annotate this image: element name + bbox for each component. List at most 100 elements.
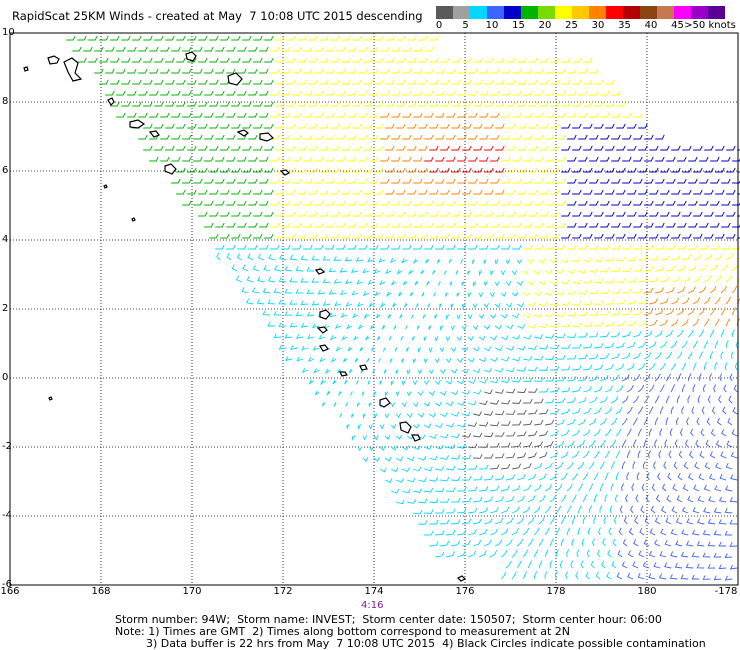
wind-barb bbox=[396, 211, 406, 217]
wind-barb bbox=[523, 463, 532, 470]
wind-barb bbox=[669, 573, 678, 580]
wind-barb bbox=[533, 505, 541, 514]
wind-barb bbox=[522, 269, 529, 275]
wind-barb bbox=[451, 189, 461, 195]
wind-barb bbox=[220, 35, 230, 41]
island-outline bbox=[279, 169, 291, 176]
wind-barb bbox=[594, 385, 603, 393]
wind-barb bbox=[594, 167, 604, 173]
wind-barb bbox=[473, 454, 483, 459]
wind-barb bbox=[292, 222, 302, 228]
wind-barb bbox=[659, 341, 668, 349]
wind-barb bbox=[621, 439, 627, 448]
wind-barb bbox=[341, 211, 351, 217]
wind-barb bbox=[226, 252, 232, 261]
wind-barb bbox=[567, 290, 576, 296]
wind-barb bbox=[611, 178, 621, 184]
wind-barb bbox=[237, 178, 247, 184]
wind-barb bbox=[359, 346, 364, 352]
wind-barb bbox=[204, 68, 214, 74]
wind-barb bbox=[451, 540, 461, 547]
wind-barb bbox=[461, 303, 466, 309]
wind-barb bbox=[665, 417, 669, 426]
wind-barb bbox=[479, 421, 489, 427]
wind-barb bbox=[622, 538, 628, 547]
wind-barb bbox=[193, 134, 203, 140]
wind-barb bbox=[539, 409, 549, 415]
wind-barb bbox=[369, 324, 375, 330]
wind-barb bbox=[729, 519, 738, 525]
wind-barb bbox=[707, 563, 716, 569]
wind-barb bbox=[143, 79, 153, 85]
wind-barb bbox=[451, 411, 460, 417]
wind-barb bbox=[336, 244, 346, 250]
latitude-label: 0 bbox=[2, 372, 9, 383]
wind-barb bbox=[88, 35, 98, 41]
wind-barb bbox=[383, 369, 387, 374]
wind-barb bbox=[730, 351, 734, 360]
wind-barb bbox=[237, 90, 247, 96]
wind-barb bbox=[655, 265, 665, 272]
wind-barb bbox=[495, 57, 505, 63]
wind-barb bbox=[352, 167, 362, 173]
wind-barb bbox=[301, 367, 309, 374]
wind-barb bbox=[517, 79, 527, 85]
wind-barb bbox=[654, 351, 662, 360]
wind-barb bbox=[687, 329, 694, 338]
wind-barb bbox=[659, 428, 663, 437]
colorbar-label: 25 bbox=[565, 20, 578, 31]
wind-barb bbox=[582, 429, 591, 437]
wind-barb bbox=[314, 90, 324, 96]
wind-barb bbox=[448, 259, 452, 264]
wind-barb bbox=[365, 335, 370, 341]
wind-barb bbox=[561, 322, 571, 328]
wind-barb bbox=[462, 145, 472, 151]
wind-barb bbox=[720, 285, 728, 294]
map-title: RapidScat 25KM Winds - created at May 7 … bbox=[12, 9, 423, 23]
wind-barb bbox=[583, 79, 593, 85]
wind-barb bbox=[440, 476, 450, 482]
wind-barb bbox=[445, 314, 450, 321]
wind-barb bbox=[660, 189, 670, 195]
wind-barb bbox=[545, 440, 554, 448]
wind-barb bbox=[176, 57, 186, 63]
wind-barb bbox=[643, 352, 652, 360]
wind-barb bbox=[523, 356, 533, 361]
wind-barb bbox=[550, 344, 560, 350]
wind-barb bbox=[657, 472, 661, 481]
wind-barb bbox=[644, 222, 654, 228]
wind-barb bbox=[611, 112, 621, 118]
wind-barb bbox=[253, 101, 263, 107]
wind-barb bbox=[567, 222, 577, 228]
wind-barb bbox=[622, 134, 632, 140]
wind-barb bbox=[356, 402, 360, 407]
longitude-label: 170 bbox=[182, 586, 202, 597]
wind-barb bbox=[644, 330, 653, 338]
wind-barb bbox=[666, 200, 676, 206]
wind-barb bbox=[633, 134, 643, 140]
wind-barb bbox=[160, 90, 170, 96]
wind-barb bbox=[337, 368, 342, 374]
wind-barb bbox=[374, 291, 381, 297]
wind-barb bbox=[660, 319, 668, 327]
wind-barb bbox=[457, 90, 467, 96]
wind-barb bbox=[374, 101, 384, 107]
wind-barb bbox=[380, 222, 390, 228]
wind-barb bbox=[362, 290, 370, 297]
wind-barb bbox=[727, 417, 733, 426]
wind-barb bbox=[692, 297, 701, 305]
wind-barb bbox=[495, 167, 505, 173]
wind-barb bbox=[338, 391, 342, 396]
wind-barb bbox=[671, 189, 681, 195]
wind-barb bbox=[494, 539, 503, 547]
wind-barb bbox=[451, 433, 460, 439]
wind-barb bbox=[572, 233, 582, 239]
wind-barb bbox=[731, 429, 738, 437]
wind-barb bbox=[256, 298, 265, 305]
wind-barb bbox=[534, 90, 544, 96]
wind-barb bbox=[605, 385, 613, 393]
wind-barb bbox=[412, 258, 419, 265]
wind-barb bbox=[407, 167, 417, 173]
wind-barb bbox=[516, 259, 522, 265]
wind-barb bbox=[605, 364, 614, 371]
